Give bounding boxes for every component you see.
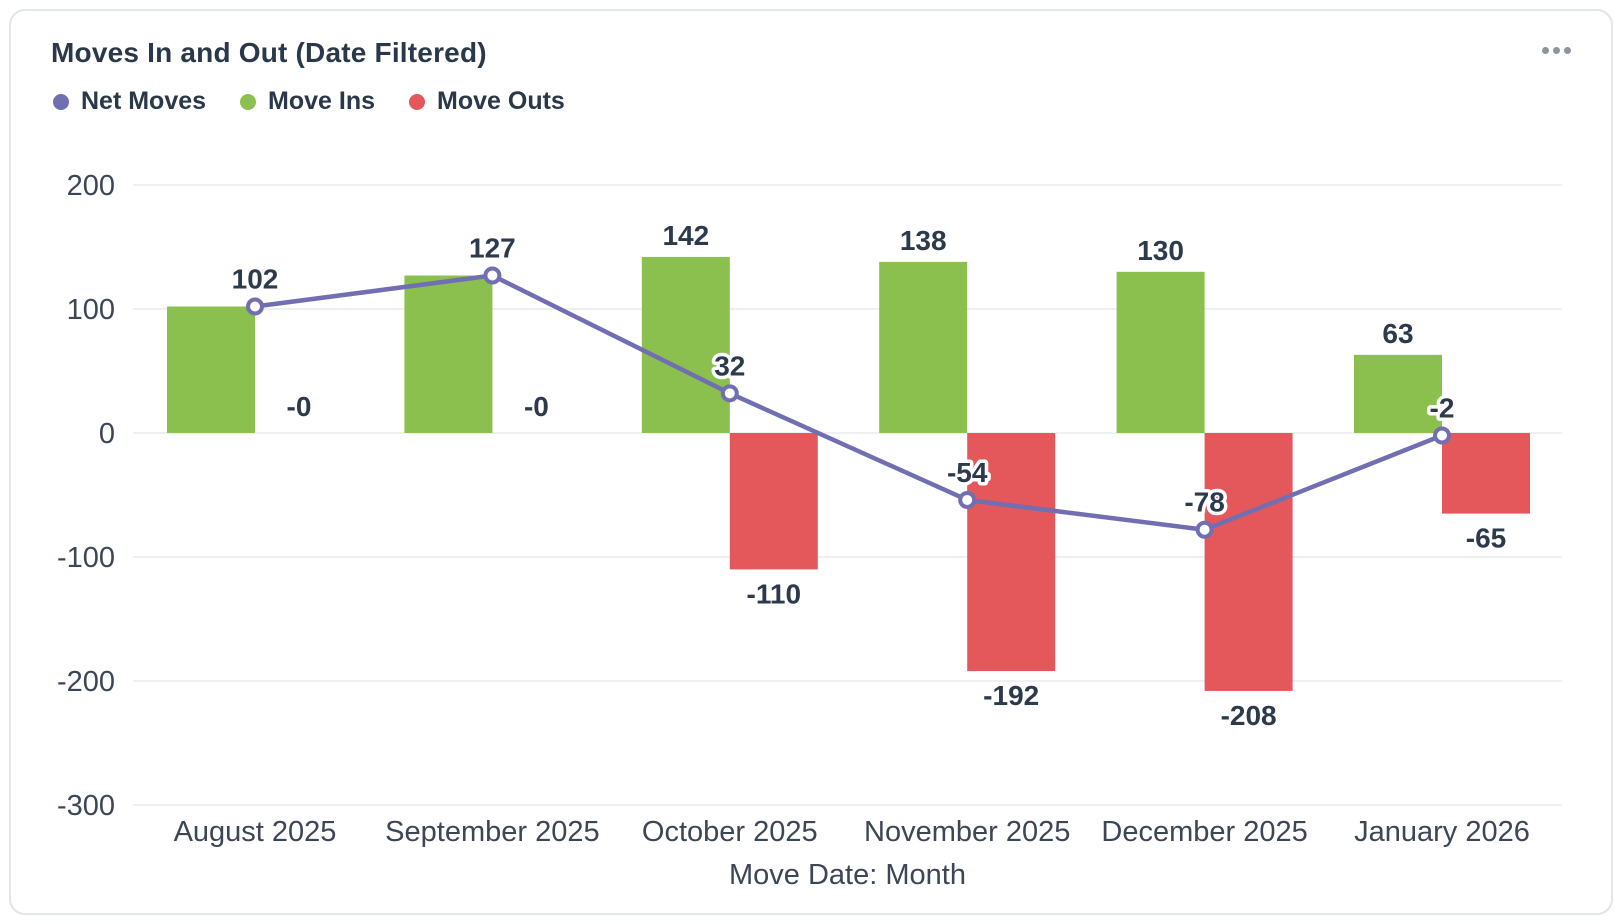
net-moves-marker-2[interactable] bbox=[720, 384, 739, 403]
x-tick-label-5: January 2026 bbox=[1354, 816, 1530, 848]
net-moves-label-3: -54 bbox=[947, 457, 988, 488]
move-outs-label-5: -65 bbox=[1466, 523, 1506, 554]
y-tick-label: 100 bbox=[67, 294, 115, 326]
x-tick-label-2: October 2025 bbox=[642, 816, 818, 848]
net-moves-label-4: -78 bbox=[1184, 487, 1224, 518]
move-outs-bar-3[interactable] bbox=[967, 433, 1056, 672]
move-ins-label-4: 130 bbox=[1137, 235, 1184, 266]
net-moves-marker-1[interactable] bbox=[483, 266, 502, 285]
y-tick-label: 200 bbox=[67, 170, 115, 202]
move-outs-bar-4[interactable] bbox=[1204, 433, 1293, 691]
move-ins-label-3: 138 bbox=[900, 225, 947, 256]
legend-label-move-ins: Move Ins bbox=[268, 87, 376, 115]
legend-item-move-ins[interactable]: Move Ins bbox=[240, 87, 375, 116]
move-outs-label-2: -110 bbox=[747, 578, 802, 609]
move-ins-label-5: 63 bbox=[1382, 318, 1413, 349]
move-ins-bar-5[interactable] bbox=[1354, 354, 1442, 433]
legend-label-net-moves: Net Moves bbox=[81, 87, 207, 115]
move-outs-bar-2[interactable] bbox=[729, 433, 818, 570]
move-outs-label-3: -192 bbox=[983, 680, 1039, 711]
move-ins-dot-icon bbox=[240, 93, 257, 110]
net-moves-label-0: 102 bbox=[232, 264, 279, 295]
ellipsis-icon bbox=[1564, 47, 1571, 54]
net-moves-line[interactable] bbox=[252, 273, 1445, 532]
x-axis-title: Move Date: Month bbox=[729, 859, 966, 891]
x-tick-label-4: December 2025 bbox=[1101, 816, 1307, 848]
y-tick-label: -200 bbox=[57, 666, 115, 698]
more-options-button[interactable] bbox=[1536, 41, 1577, 60]
net-moves-marker-0[interactable] bbox=[246, 297, 264, 316]
move-ins-label-2: 142 bbox=[662, 220, 709, 251]
move-outs-label-1: -0 bbox=[524, 391, 549, 422]
x-tick-label-1: September 2025 bbox=[385, 816, 599, 848]
move-ins-bar-3[interactable] bbox=[879, 261, 968, 433]
chart-legend: Net Moves Move Ins Move Outs bbox=[53, 87, 565, 116]
x-tick-label-0: August 2025 bbox=[174, 816, 337, 848]
move-outs-bar-5[interactable] bbox=[1442, 433, 1530, 514]
legend-label-move-outs: Move Outs bbox=[437, 87, 565, 115]
move-ins-bar-1[interactable] bbox=[404, 275, 493, 433]
net-moves-marker-5[interactable] bbox=[1433, 426, 1451, 445]
move-outs-label-0: -0 bbox=[287, 391, 312, 422]
y-tick-label: -300 bbox=[57, 790, 115, 822]
net-moves-label-2: 32 bbox=[714, 350, 745, 381]
chart-title: Moves In and Out (Date Filtered) bbox=[51, 37, 487, 68]
y-tick-label: 0 bbox=[99, 418, 115, 450]
ellipsis-icon bbox=[1553, 47, 1560, 54]
legend-item-move-outs[interactable]: Move Outs bbox=[409, 87, 565, 116]
net-moves-dot-icon bbox=[53, 93, 69, 110]
legend-item-net-moves[interactable]: Net Moves bbox=[53, 87, 206, 116]
move-ins-bar-4[interactable] bbox=[1116, 271, 1205, 433]
net-moves-marker-3[interactable] bbox=[958, 490, 977, 509]
move-outs-dot-icon bbox=[409, 93, 426, 110]
net-moves-marker-4[interactable] bbox=[1195, 520, 1214, 539]
ellipsis-icon bbox=[1542, 47, 1549, 54]
net-moves-label-1: 127 bbox=[469, 233, 516, 264]
move-outs-label-4: -208 bbox=[1221, 700, 1277, 731]
y-tick-label: -100 bbox=[57, 542, 115, 574]
x-tick-label-3: November 2025 bbox=[864, 816, 1070, 848]
move-ins-bar-0[interactable] bbox=[167, 306, 255, 433]
net-moves-label-5: -2 bbox=[1430, 392, 1455, 423]
move-ins-bar-2[interactable] bbox=[641, 256, 730, 433]
